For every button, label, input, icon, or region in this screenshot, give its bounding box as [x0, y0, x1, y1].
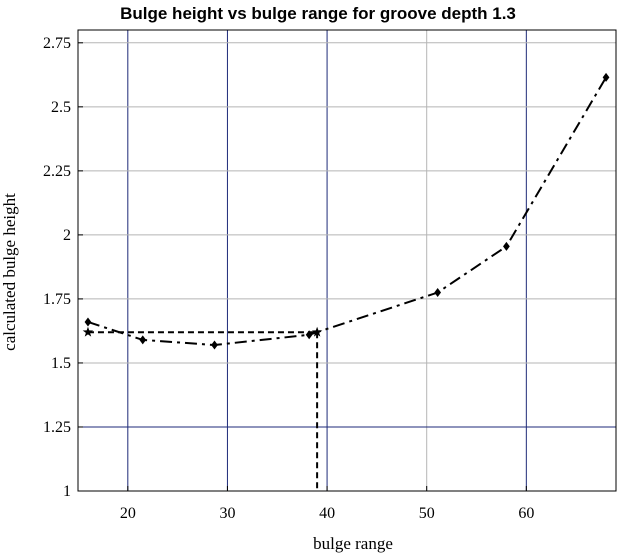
x-axis-label: bulge range — [313, 534, 393, 553]
axis-ticks: 20 30 40 50 60 1 1.25 1.5 1.75 2 2.25 2.5 2.75 — [43, 35, 534, 522]
series-line-0 — [87, 76, 607, 347]
y-tick-label: 1 — [63, 483, 71, 500]
data-point-diamond — [211, 340, 218, 350]
y-tick-label: 2.5 — [51, 99, 71, 116]
data-point-star — [311, 326, 323, 337]
series-layer — [82, 72, 610, 491]
data-point-diamond — [139, 335, 147, 345]
y-tick-label: 1.75 — [43, 291, 71, 308]
grid-lines — [78, 30, 616, 491]
y-axis-label: calculated bulge height — [0, 193, 19, 351]
y-tick-label: 1.25 — [43, 419, 71, 436]
y-tick-label: 2 — [63, 227, 71, 244]
x-tick-label: 20 — [120, 505, 136, 522]
y-tick-label: 2.25 — [43, 163, 71, 180]
y-tick-label: 1.5 — [51, 355, 71, 372]
data-point-diamond — [602, 72, 610, 82]
data-point-star — [82, 326, 94, 337]
x-tick-label: 30 — [219, 505, 235, 522]
data-point-diamond — [503, 241, 510, 251]
data-point-diamond — [84, 317, 92, 327]
x-tick-label: 60 — [518, 505, 534, 522]
x-tick-label: 50 — [419, 505, 435, 522]
data-point-diamond — [434, 288, 442, 298]
y-tick-label: 2.75 — [43, 35, 71, 52]
plot-frame — [77, 29, 617, 492]
x-tick-label: 40 — [319, 505, 335, 522]
chart-title: Bulge height vs bulge range for groove d… — [120, 4, 516, 23]
